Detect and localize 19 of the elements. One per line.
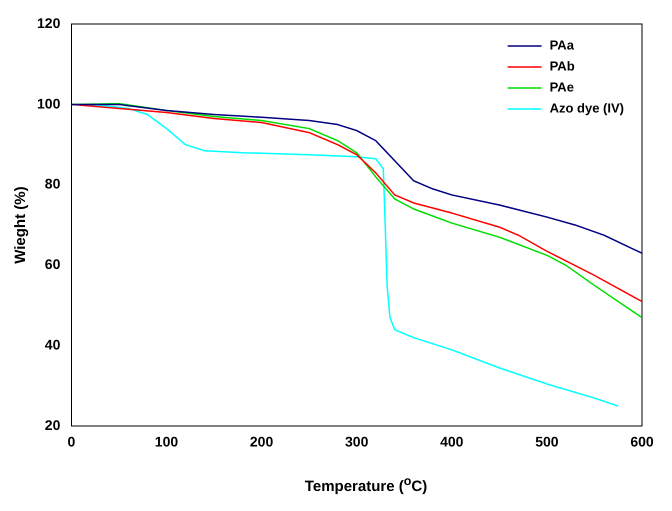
legend-label: Azo dye (IV) bbox=[550, 100, 624, 116]
x-tick-label: 200 bbox=[250, 433, 274, 450]
y-tick-label: 120 bbox=[37, 14, 61, 31]
x-tick-label: 500 bbox=[535, 433, 559, 450]
y-tick-label: 80 bbox=[44, 176, 61, 192]
x-axis-title: Temperature ($^{o}$C) bbox=[304, 474, 428, 495]
y-axis-title: Wieght (%) bbox=[12, 186, 30, 264]
y-tick-label: 100 bbox=[37, 95, 61, 112]
x-tick-label: 600 bbox=[630, 433, 654, 450]
y-tick-label: 40 bbox=[44, 336, 61, 353]
legend-label: PAe bbox=[550, 80, 574, 95]
y-tick-label: 20 bbox=[44, 417, 61, 434]
legend-label: PAb bbox=[550, 58, 575, 74]
y-tick-label: 60 bbox=[44, 256, 61, 272]
x-tick-label: 300 bbox=[345, 433, 369, 450]
legend-label: PAa bbox=[550, 38, 575, 53]
x-tick-label: 0 bbox=[67, 433, 76, 450]
x-tick-label: 100 bbox=[154, 433, 178, 450]
x-tick-label: 400 bbox=[440, 433, 464, 450]
